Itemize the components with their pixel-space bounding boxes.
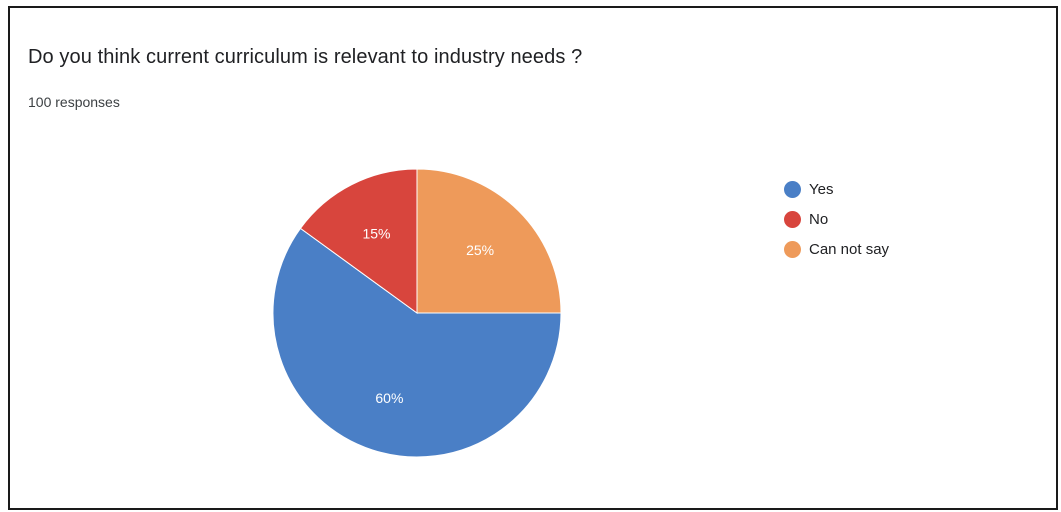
chart-card: Do you think current curriculum is relev… xyxy=(8,6,1058,510)
pie-slice-no[interactable] xyxy=(299,168,418,314)
legend-label-no: No xyxy=(809,210,829,228)
legend: Yes No Can not say xyxy=(784,174,889,264)
slice-label-yes: 60% xyxy=(375,390,403,406)
pie-chart: 25% 60% 15% xyxy=(272,168,562,458)
response-count: 100 responses xyxy=(28,94,120,110)
pie-slice-yes[interactable] xyxy=(272,227,562,458)
legend-swatch-can-not-say xyxy=(784,240,801,258)
legend-label-yes: Yes xyxy=(809,180,834,198)
legend-swatch-no xyxy=(784,210,801,228)
legend-item-yes[interactable]: Yes xyxy=(784,174,889,204)
slice-label-can-not-say: 25% xyxy=(466,242,494,258)
legend-item-can-not-say[interactable]: Can not say xyxy=(784,234,889,264)
legend-item-no[interactable]: No xyxy=(784,204,889,234)
legend-label-can-not-say: Can not say xyxy=(809,240,890,258)
chart-title: Do you think current curriculum is relev… xyxy=(28,46,583,68)
pie-slice-can-not-say[interactable] xyxy=(416,168,562,314)
slice-label-no: 15% xyxy=(362,225,390,241)
legend-swatch-yes xyxy=(784,180,801,198)
